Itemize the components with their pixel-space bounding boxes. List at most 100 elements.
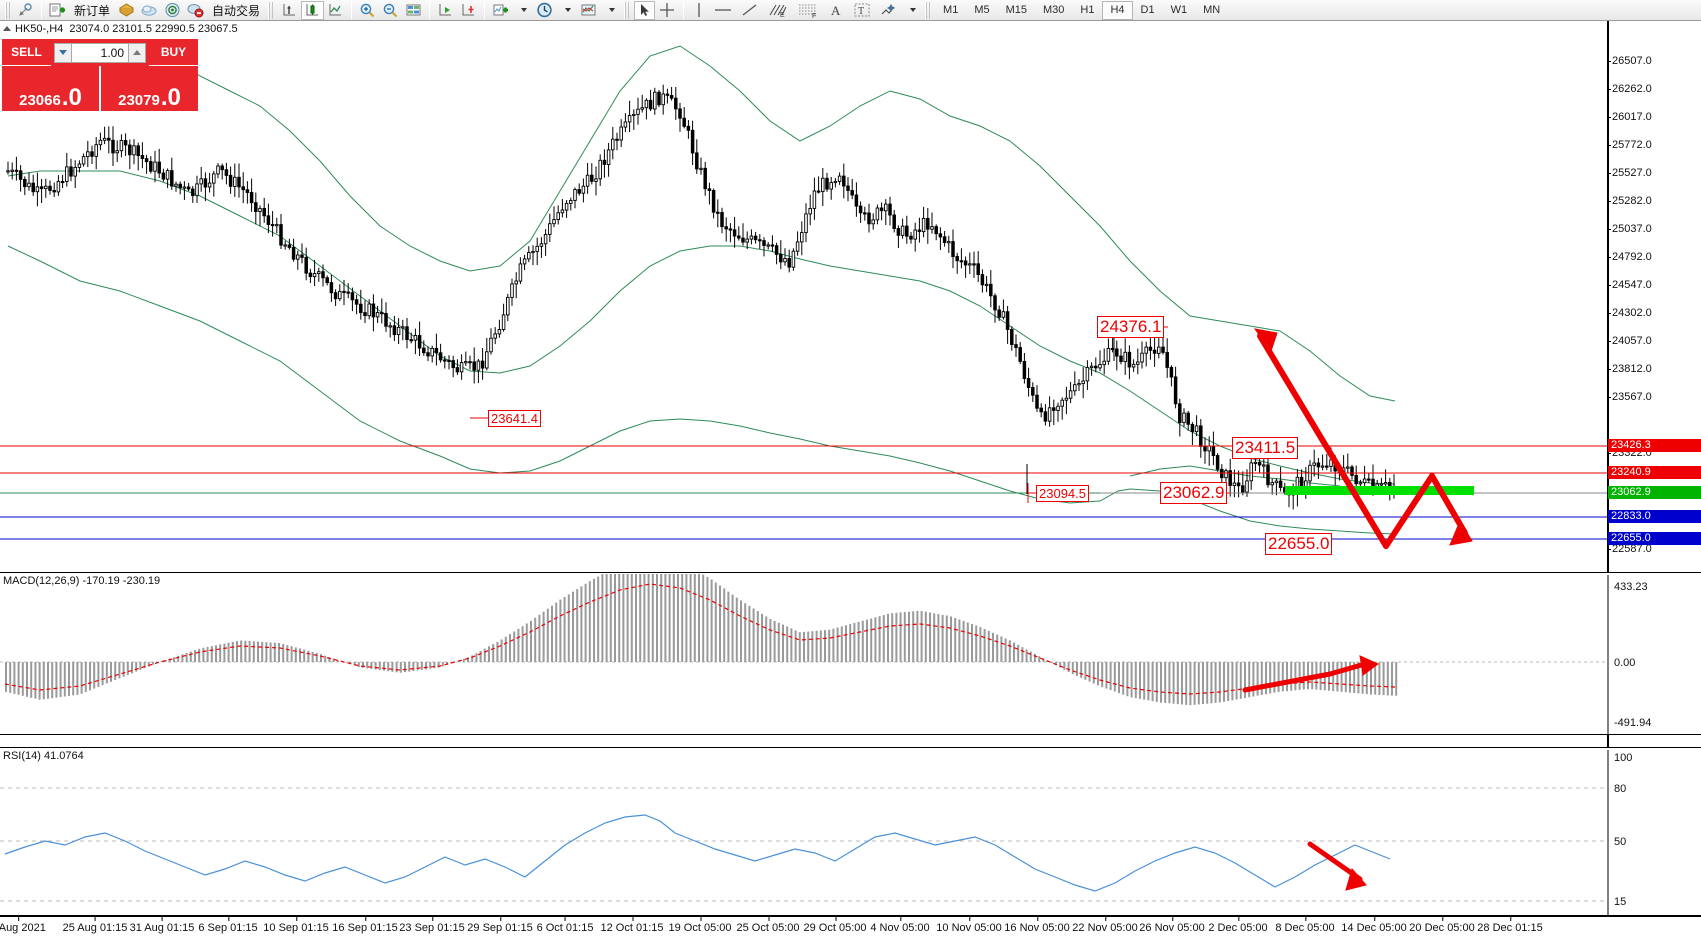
price-chart-canvas[interactable]: [0, 21, 1701, 916]
candle-body: [493, 333, 497, 339]
period-dropdown-caret-icon[interactable]: [556, 1, 577, 20]
price-label-22655[interactable]: 22655.0: [1608, 532, 1701, 545]
candle-body: [56, 180, 61, 193]
text-box-icon[interactable]: T: [849, 1, 875, 20]
candle-body: [1026, 378, 1031, 388]
toolbar-grip-4[interactable]: [925, 1, 933, 19]
toolbar-grip-3[interactable]: [624, 1, 632, 19]
candle-body: [804, 213, 808, 234]
bar-chart-icon[interactable]: [278, 1, 301, 20]
data-window-icon[interactable]: [402, 1, 425, 20]
new-order-icon[interactable]: [46, 1, 69, 20]
candle-body: [716, 211, 720, 214]
horizontal-line-icon[interactable]: [709, 1, 737, 20]
candle-body: [1346, 466, 1350, 469]
rsi-panel[interactable]: RSI(14) 41.0764 100 80 50 15: [0, 747, 1701, 916]
auto-trading-label[interactable]: 自动交易: [212, 3, 261, 18]
price-label-23426[interactable]: 23426.3: [1608, 439, 1701, 452]
annotation-23411[interactable]: 23411.5: [1232, 437, 1299, 459]
chart-collapse-icon[interactable]: [3, 26, 11, 31]
volume-decrease-button[interactable]: [54, 42, 72, 63]
buy-button[interactable]: BUY: [149, 39, 198, 66]
time-tick: 4 Nov 05:00: [870, 916, 930, 934]
templates-dropdown-caret-icon[interactable]: [600, 1, 621, 20]
timeframe-d1[interactable]: D1: [1140, 4, 1155, 16]
price-label-23062[interactable]: 23062.9: [1608, 486, 1701, 499]
period-clock-icon[interactable]: [533, 1, 556, 20]
annotation-23062[interactable]: 23062.9: [1160, 482, 1228, 504]
trendline-icon[interactable]: [737, 1, 763, 20]
shapes-dropdown-caret-icon[interactable]: [901, 1, 922, 20]
line-chart-icon[interactable]: [324, 1, 347, 20]
volume-input[interactable]: 1.00: [72, 42, 128, 63]
timeframe-mn[interactable]: MN: [1203, 4, 1221, 16]
sell-price[interactable]: 23066.0: [2, 66, 99, 111]
macd-panel[interactable]: MACD(12,26,9) -170.19 -230.19 433.23 0.0…: [0, 572, 1701, 735]
timeframe-m15[interactable]: M15: [1005, 4, 1027, 16]
timeframe-h1[interactable]: H1: [1080, 4, 1095, 16]
candle-body: [1165, 351, 1169, 368]
candle-body: [39, 186, 44, 190]
templates-icon[interactable]: [577, 1, 600, 20]
cloud-icon[interactable]: [138, 1, 161, 20]
annotation-23094[interactable]: 23094.5: [1036, 485, 1089, 502]
annotation-24376[interactable]: 24376.1: [1097, 316, 1165, 338]
candle-body: [350, 292, 355, 301]
candle-body: [1094, 365, 1098, 369]
chart-area[interactable]: HK50-,H4 23074.0 23101.5 22990.5 23067.5…: [0, 21, 1701, 939]
crosshair-icon[interactable]: [655, 1, 679, 20]
package-icon[interactable]: [115, 1, 138, 20]
candle-body: [1278, 480, 1283, 488]
auto-trading-icon[interactable]: [184, 1, 207, 20]
vertical-line-icon[interactable]: [688, 1, 709, 20]
signal-icon[interactable]: [161, 1, 184, 20]
candle-body: [123, 140, 128, 146]
candle-body: [808, 208, 812, 215]
candle-body: [392, 325, 397, 336]
candle-body: [1018, 347, 1022, 362]
elliott-wave-icon[interactable]: E: [763, 1, 793, 20]
price-label-23240[interactable]: 23240.9: [1608, 466, 1701, 479]
candle-body: [308, 272, 313, 278]
candle-body: [10, 169, 14, 172]
timeframe-m1[interactable]: M1: [943, 4, 959, 16]
indicator-dropdown-caret-icon[interactable]: [512, 1, 533, 20]
timeframe-w1[interactable]: W1: [1170, 4, 1188, 16]
fibonacci-icon[interactable]: F: [793, 1, 825, 20]
time-tick: 10 Sep 01:15: [263, 916, 329, 934]
candle-body: [325, 277, 329, 284]
candle-body: [249, 192, 254, 204]
toolbar-grip[interactable]: [5, 1, 12, 19]
one-click-trading-panel[interactable]: SELL 1.00 BUY 23066.0 23079.0: [2, 39, 198, 111]
price-label-22833[interactable]: 22833.0: [1608, 510, 1701, 523]
sell-button[interactable]: SELL: [2, 39, 51, 66]
chart-shift-icon[interactable]: [434, 1, 457, 20]
candle-body: [871, 219, 875, 225]
buy-price[interactable]: 23079.0: [101, 66, 198, 111]
zoom-out-icon[interactable]: [379, 1, 402, 20]
time-tick: 28 Dec 01:15: [1477, 916, 1543, 934]
timeframe-h4[interactable]: H4: [1102, 0, 1133, 20]
auto-scroll-icon[interactable]: [457, 1, 480, 20]
new-order-label[interactable]: 新订单: [74, 3, 111, 18]
cursor-icon[interactable]: [634, 0, 656, 20]
candle-body: [1052, 407, 1056, 411]
candlestick-chart-icon[interactable]: [301, 0, 325, 20]
add-indicator-icon[interactable]: [489, 1, 512, 20]
shapes-icon[interactable]: [875, 1, 901, 20]
zoom-in-icon[interactable]: [356, 1, 379, 20]
candle-body: [321, 271, 325, 279]
volume-stepper[interactable]: 1.00: [51, 39, 149, 66]
timeframe-m30[interactable]: M30: [1043, 4, 1065, 16]
annotation-22655[interactable]: 22655.0: [1265, 533, 1333, 555]
toolbar-grip-2[interactable]: [268, 1, 276, 19]
text-label-icon[interactable]: A: [825, 1, 849, 20]
crosshair-cursor-icon[interactable]: [15, 1, 37, 20]
volume-increase-button[interactable]: [128, 42, 146, 63]
candle-body: [1194, 425, 1199, 433]
timeframe-m5[interactable]: M5: [974, 4, 990, 16]
candle-body: [1047, 407, 1052, 422]
annotation-23641[interactable]: 23641.4: [488, 410, 541, 427]
projection-arrowhead: [1449, 519, 1473, 546]
